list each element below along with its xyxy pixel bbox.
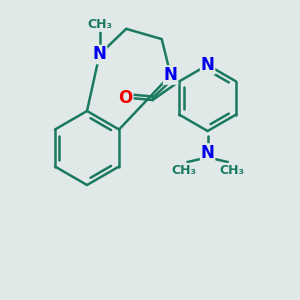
Text: N: N xyxy=(201,144,214,162)
Text: CH₃: CH₃ xyxy=(171,164,196,176)
Text: CH₃: CH₃ xyxy=(87,18,112,31)
Text: CH₃: CH₃ xyxy=(219,164,244,176)
Text: O: O xyxy=(118,89,133,107)
Text: N: N xyxy=(93,46,106,64)
Text: N: N xyxy=(201,56,214,74)
Text: N: N xyxy=(164,66,178,84)
